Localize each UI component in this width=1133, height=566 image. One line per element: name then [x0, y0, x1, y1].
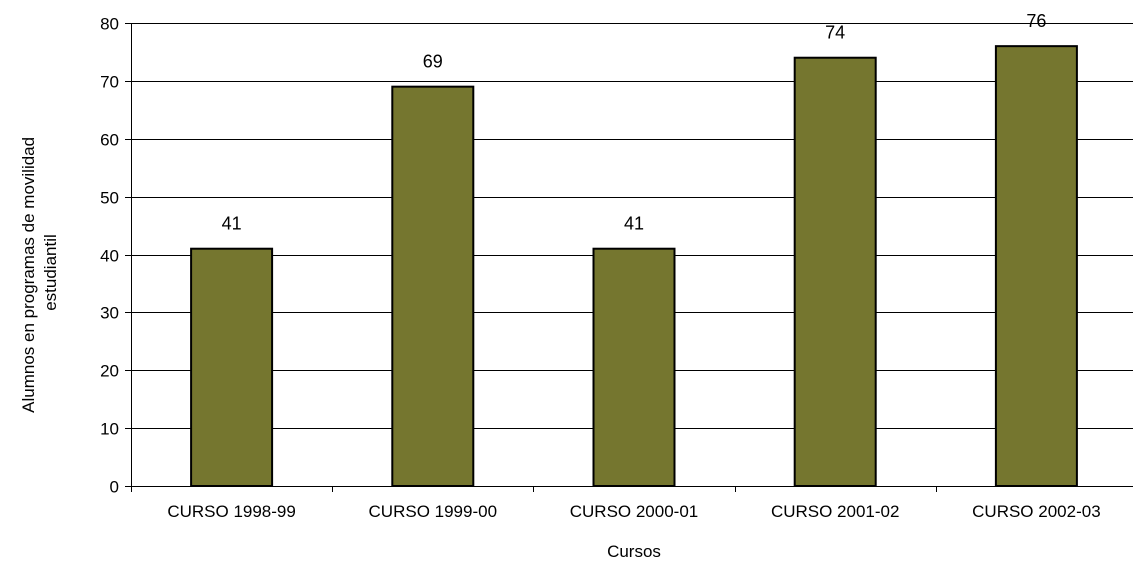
x-tick-label: CURSO 2001-02 — [771, 502, 900, 521]
y-tick-label: 80 — [100, 15, 119, 34]
x-tick-label: CURSO 1998-99 — [167, 502, 296, 521]
axes — [125, 23, 1133, 492]
y-tick-label: 0 — [110, 478, 119, 497]
bar-curso-1998-99 — [190, 247, 274, 487]
data-label: 69 — [423, 52, 443, 72]
x-tick-label: CURSO 2002-03 — [972, 502, 1101, 521]
y-axis-title-line-1: Alumnos en programas de movilidad — [19, 137, 38, 413]
y-tick-label: 20 — [100, 362, 119, 381]
y-axis-title-line-2: estudiantil — [41, 234, 60, 311]
labels: 0 10 20 30 40 50 60 70 80 CURSO 1998-99 41 CURSO 19… — [100, 11, 1101, 521]
x-axis-title: Cursos — [607, 542, 661, 561]
x-tick-label: CURSO 1999-00 — [369, 502, 498, 521]
bar-curso-2000-01 — [592, 247, 676, 487]
y-axis-title: Alumnos en programas de movilidad estudi… — [19, 132, 60, 413]
data-label: 76 — [1026, 11, 1046, 31]
bar-curso-2002-03 — [994, 45, 1078, 488]
data-label: 74 — [825, 23, 845, 43]
bars — [190, 45, 1078, 488]
y-tick-label: 10 — [100, 420, 119, 439]
y-tick-label: 40 — [100, 247, 119, 266]
bar-curso-1999-00 — [391, 85, 475, 487]
data-label: 41 — [624, 214, 644, 234]
y-tick-label: 30 — [100, 304, 119, 323]
y-tick-label: 70 — [100, 73, 119, 92]
y-tick-label: 50 — [100, 189, 119, 208]
x-tick-label: CURSO 2000-01 — [570, 502, 699, 521]
y-tick-label: 60 — [100, 131, 119, 150]
bar-curso-2001-02 — [793, 56, 877, 487]
data-label: 41 — [222, 214, 242, 234]
